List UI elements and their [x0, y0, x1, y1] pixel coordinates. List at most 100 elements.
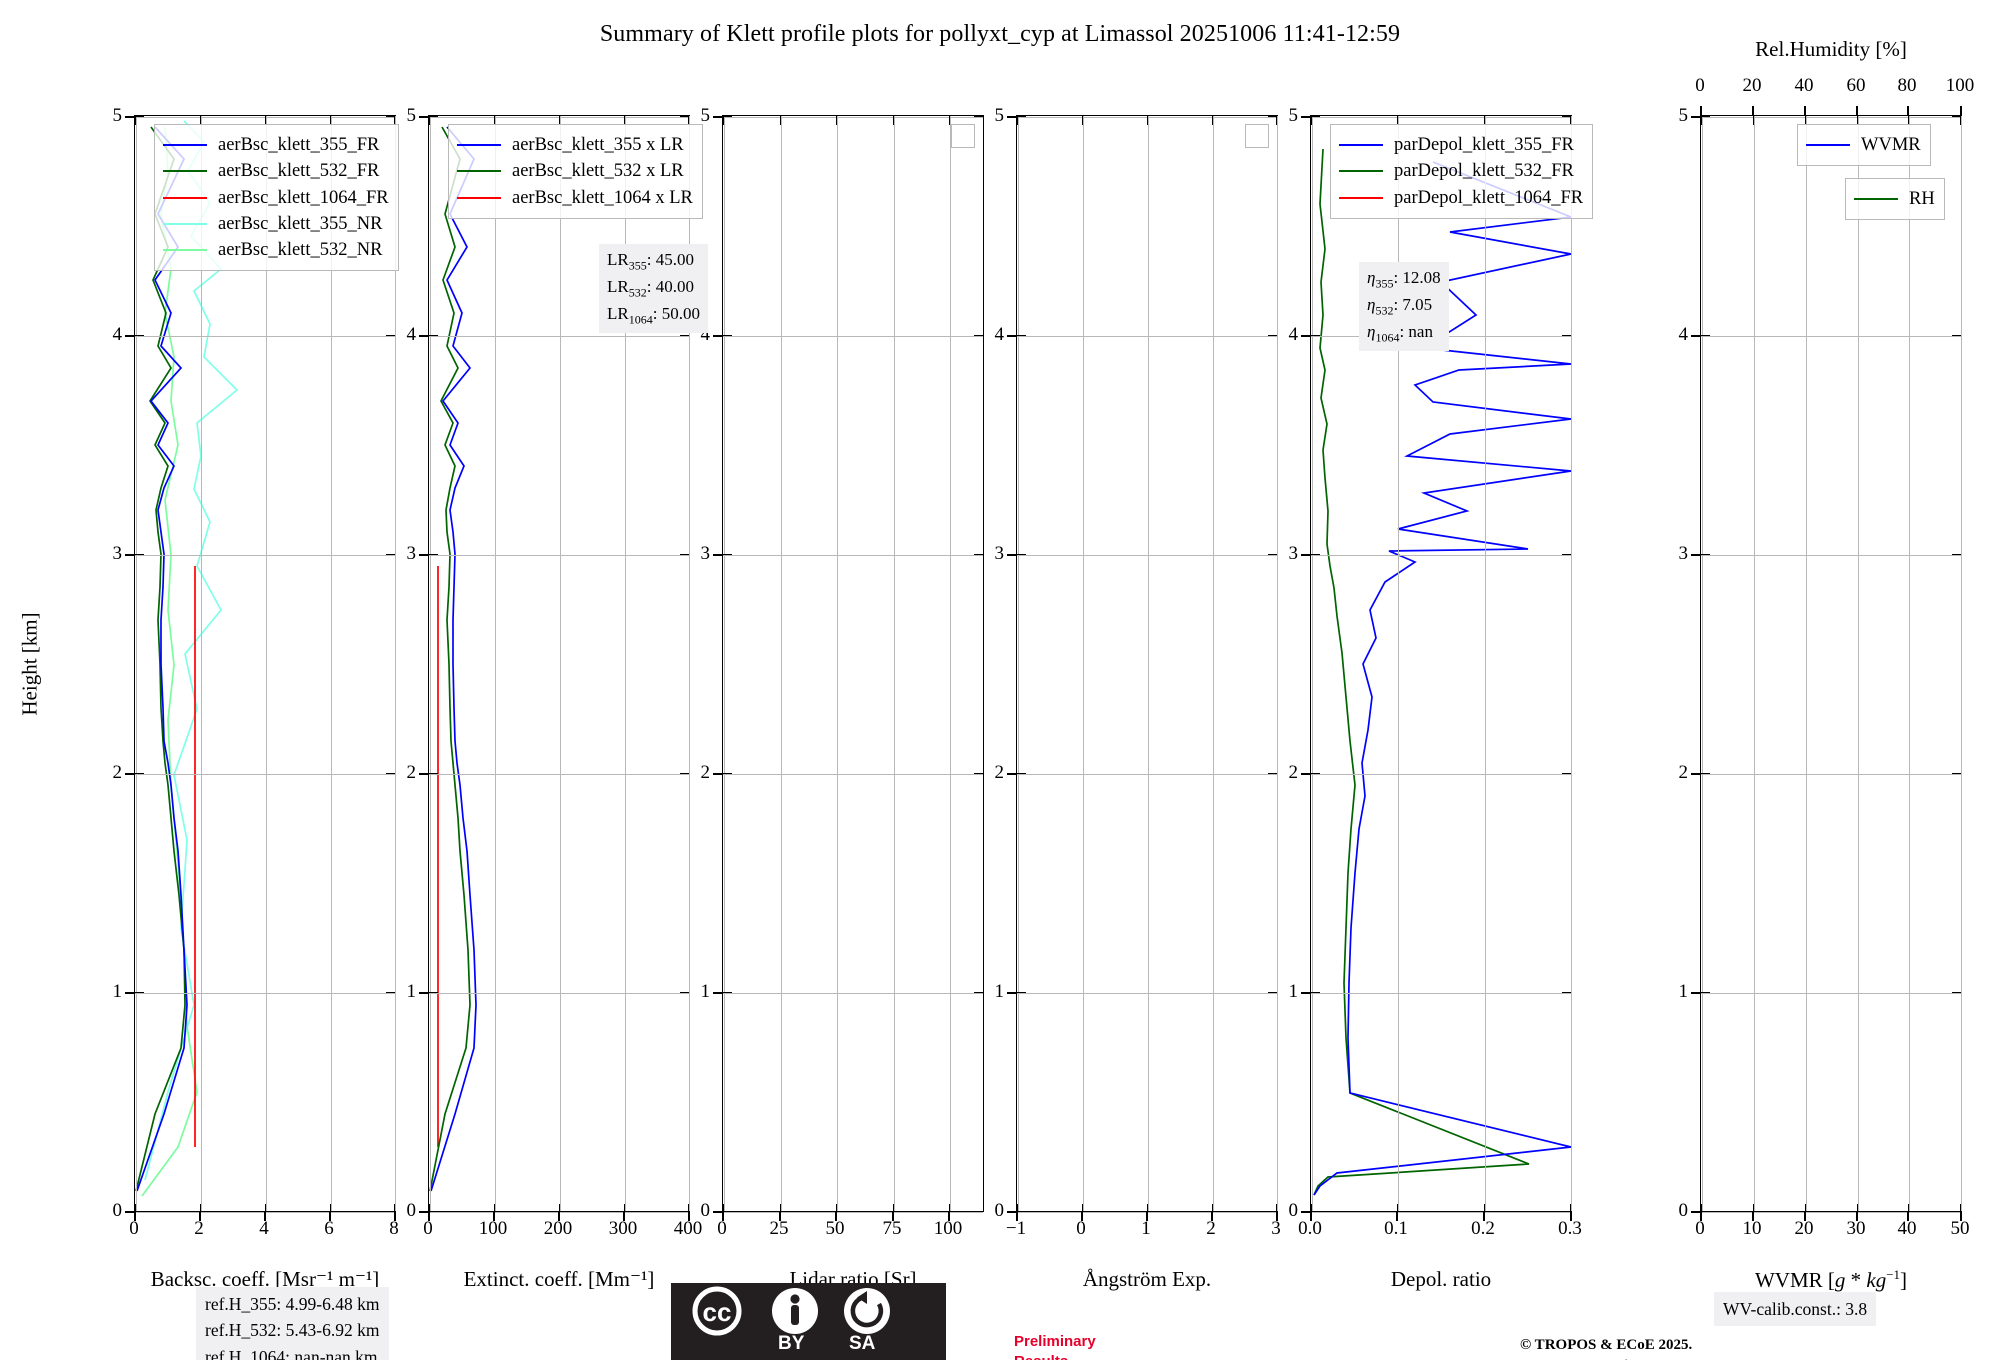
x-tick-label: 50 — [825, 1218, 845, 1239]
legend-item: aerBsc_klett_355 x LR — [457, 132, 693, 158]
y-tick-label: 4 — [994, 324, 1005, 345]
top-x-tick-label: 80 — [1897, 75, 1917, 96]
svg-text:cc: cc — [703, 1297, 732, 1327]
x-axis-title-angstrom: Ångström Exp. — [1082, 1267, 1212, 1291]
legend-swatch-line — [457, 196, 501, 199]
lr-1064-symbol: LR1064: — [607, 303, 658, 327]
legend-label: parDepol_klett_1064_FR — [1394, 187, 1584, 208]
legend-rh: RH — [1845, 178, 1945, 221]
top-x-tick-label: 60 — [1846, 75, 1866, 96]
legend-label: aerBsc_klett_1064 x LR — [512, 187, 693, 208]
y-tick-label: 0 — [1288, 1200, 1299, 1221]
legend-swatch-line — [163, 249, 207, 252]
credit-line-2: CC BY SA 4.0 License. — [1520, 1356, 1692, 1360]
panel-angstrom: 0 1 2 3 4 5 −1 0 1 2 3 Ångström Exp. — [995, 105, 1281, 1291]
y-tick-label: 3 — [406, 543, 417, 564]
x-axis-title-depolarization: Depol. ratio — [1390, 1267, 1492, 1291]
eta-355-value: 12.08 — [1402, 268, 1441, 287]
x-tick-label: 100 — [933, 1218, 963, 1239]
legend-item: parDepol_klett_532_FR — [1339, 158, 1583, 184]
axes-lidar-ratio — [722, 115, 984, 1213]
legend-label: aerBsc_klett_355 x LR — [512, 135, 684, 155]
legend-label: parDepol_klett_532_FR — [1394, 161, 1574, 182]
x-tick-label: 0.1 — [1384, 1218, 1408, 1239]
x-tick-label: 30 — [1846, 1218, 1866, 1239]
reference-height-box: ref.H_355: 4.99-6.48 km ref.H_532: 5.43-… — [196, 1287, 389, 1360]
x-tick-label: 0.3 — [1558, 1218, 1582, 1239]
legend-label: aerBsc_klett_532_FR — [218, 161, 380, 182]
y-tick-label: 5 — [406, 105, 417, 126]
legend-label: aerBsc_klett_355_NR — [218, 213, 383, 234]
x-tick-label: 300 — [608, 1218, 638, 1239]
top-x-tick-label: 40 — [1794, 75, 1814, 96]
x-tick-label: 2 — [1206, 1218, 1216, 1239]
x-tick-label: 1 — [1141, 1218, 1151, 1239]
y-tick-label: 3 — [1288, 543, 1299, 564]
legend-swatch-line — [1806, 144, 1850, 147]
x-tick-label: 0.0 — [1298, 1218, 1322, 1239]
depol-eta-values-box: η355: 12.08 η532: 7.05 η1064: nan — [1359, 262, 1449, 351]
x-tick-label: 75 — [882, 1218, 902, 1239]
ref-h-1064: ref.H_1064: nan-nan km — [205, 1346, 378, 1360]
lr-1064-row: LR1064: 50.00 — [607, 302, 700, 329]
y-tick-label: 0 — [700, 1200, 711, 1221]
legend-label: aerBsc_klett_532_NR — [218, 240, 383, 261]
axes-backscatter: aerBsc_klett_355_FR aerBsc_klett_532_FR … — [134, 115, 399, 1213]
legend-extinction: aerBsc_klett_355 x LR aerBsc_klett_532 x… — [448, 124, 703, 219]
cc-license-badge[interactable]: cc BY SA — [671, 1283, 946, 1360]
x-tick-label: 2 — [194, 1218, 204, 1239]
y-tick-label: 1 — [406, 981, 417, 1002]
legend-item: parDepol_klett_355_FR — [1339, 132, 1583, 158]
legend-swatch-line — [163, 170, 207, 173]
lr-355-row: LR355: 45.00 — [607, 248, 700, 275]
eta-532-value: 7.05 — [1402, 294, 1433, 314]
eta-532-symbol: η532: — [1367, 294, 1399, 318]
y-tick-label: 1 — [994, 981, 1005, 1002]
lidar-ratio-values-box: LR355: 45.00 LR532: 40.00 LR1064: 50.00 — [599, 244, 708, 333]
legend-swatch-line — [1339, 196, 1383, 199]
eta-532-row: η532: 7.05 — [1367, 293, 1441, 320]
y-tick-label: 4 — [1288, 324, 1299, 345]
legend-angstrom-empty — [1245, 124, 1269, 148]
lr-355-symbol: LR355: — [607, 250, 652, 273]
y-tick-label: 1 — [700, 981, 711, 1002]
legend-lidar-ratio-empty — [951, 124, 975, 148]
panel-backscatter: aerBsc_klett_355_FR aerBsc_klett_532_FR … — [18, 105, 399, 1291]
legend-swatch-line — [457, 170, 501, 173]
legend-item: WVMR — [1806, 132, 1921, 158]
axes-extinction: aerBsc_klett_355 x LR aerBsc_klett_532 x… — [428, 115, 708, 1213]
preliminary-line-1: Preliminary — [1014, 1333, 1096, 1350]
axes-depolarization: parDepol_klett_355_FR parDepol_klett_532… — [1310, 115, 1594, 1213]
y-tick-label: 0 — [112, 1200, 123, 1221]
lr-532-symbol: LR532: — [607, 276, 652, 300]
x-tick-label: 0.2 — [1471, 1218, 1495, 1239]
legend-swatch-line — [163, 144, 207, 147]
legend-label: aerBsc_klett_355_FR — [218, 135, 380, 155]
x-tick-label: 4 — [259, 1218, 269, 1239]
panel-lidar-ratio: 0 1 2 3 4 5 0 25 50 75 100 Lidar ratio [… — [701, 105, 984, 1291]
x-axis-title-extinction: Extinct. coeff. [Mm⁻¹] — [463, 1267, 655, 1291]
plot-lines-extinction — [429, 126, 477, 1192]
legend-swatch-line — [163, 222, 207, 225]
x-tick-label: 0 — [423, 1218, 433, 1239]
legend-swatch-line — [1339, 170, 1383, 173]
panel-wvmr-rh: WVMR RH 0 1 2 3 4 5 0 10 20 30 40 50 0 2… — [1679, 37, 1975, 1292]
x-tick-label: 40 — [1897, 1218, 1917, 1239]
top-axis-title-rel-humidity: Rel.Humidity [%] — [1755, 37, 1907, 61]
legend-label: RH — [1909, 189, 1935, 209]
y-tick-label: 1 — [1288, 981, 1299, 1002]
y-tick-label: 3 — [1678, 543, 1689, 564]
y-tick-label: 2 — [700, 762, 711, 783]
y-tick-label: 5 — [700, 105, 711, 126]
legend-item: aerBsc_klett_1064_FR — [163, 185, 389, 211]
y-tick-label: 0 — [994, 1200, 1005, 1221]
x-axis-title-wvmr: WVMR [g * kg−1] — [1754, 1267, 1908, 1292]
legend-swatch-line — [457, 144, 501, 147]
legend-swatch-line — [1854, 198, 1898, 201]
legend-item: aerBsc_klett_355_FR — [163, 132, 389, 158]
legend-item: parDepol_klett_1064_FR — [1339, 185, 1583, 211]
y-tick-label: 4 — [406, 324, 417, 345]
y-tick-label: 1 — [112, 981, 123, 1002]
y-tick-label: 4 — [1678, 324, 1689, 345]
